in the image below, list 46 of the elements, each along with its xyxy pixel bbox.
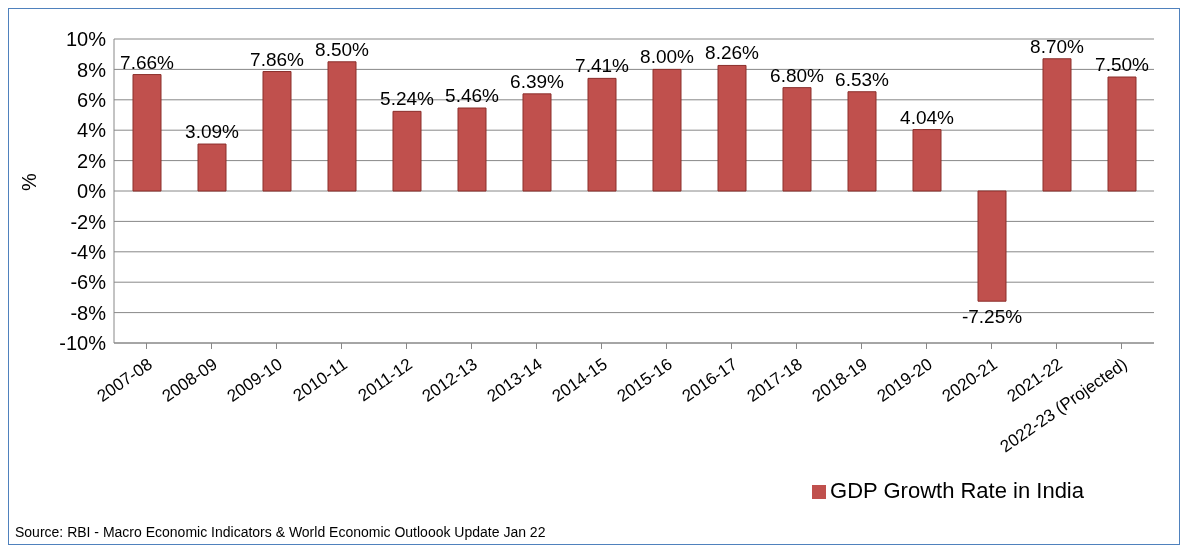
y-tick-label: -2% [70, 210, 107, 233]
y-tick-label: 10% [65, 28, 107, 51]
source-note: Source: RBI - Macro Economic Indicators & World Economic Outloook Update Jan 22 [15, 524, 546, 540]
bar [132, 74, 162, 192]
data-label: 6.39% [510, 70, 565, 92]
y-tick-label: 6% [77, 88, 107, 111]
y-tick-label: 2% [77, 149, 107, 172]
data-label: 7.50% [1095, 54, 1150, 75]
data-label: 8.00% [640, 46, 695, 68]
data-label: 6.80% [770, 64, 825, 86]
bar [327, 61, 357, 192]
data-label: 6.53% [835, 68, 890, 90]
y-tick-label: -4% [70, 240, 107, 263]
data-label: -7.25% [961, 306, 1023, 328]
bar [847, 91, 877, 192]
data-label: 3.09% [185, 121, 240, 143]
bar [1042, 58, 1072, 192]
data-label: 5.24% [380, 88, 435, 110]
bar [977, 190, 1007, 302]
y-axis-title: % [18, 173, 41, 191]
data-label: 4.04% [900, 106, 955, 128]
data-label: 8.26% [705, 42, 760, 64]
y-tick-label: -6% [70, 271, 107, 294]
data-label: 8.70% [1030, 35, 1085, 57]
bar [522, 93, 552, 192]
data-label: 8.50% [315, 38, 370, 60]
bar [587, 77, 617, 192]
y-tick-label: 4% [77, 119, 107, 142]
data-label: 7.66% [120, 51, 175, 73]
bar [912, 129, 942, 192]
bar [717, 64, 747, 192]
bar [457, 107, 487, 192]
bar [1107, 76, 1137, 192]
bar [262, 71, 292, 192]
y-tick-label: 0% [77, 180, 107, 203]
y-tick-label: -10% [59, 332, 107, 355]
data-label: 7.41% [575, 55, 630, 77]
y-tick-label: -8% [70, 301, 107, 324]
bar [652, 68, 682, 192]
data-label: 7.86% [250, 48, 305, 70]
y-tick-label: 8% [77, 58, 107, 81]
bar [197, 143, 227, 192]
bar [782, 87, 812, 192]
legend-label: GDP Growth Rate in India [830, 478, 1084, 503]
data-label: 5.46% [445, 85, 500, 107]
bar [392, 110, 422, 192]
